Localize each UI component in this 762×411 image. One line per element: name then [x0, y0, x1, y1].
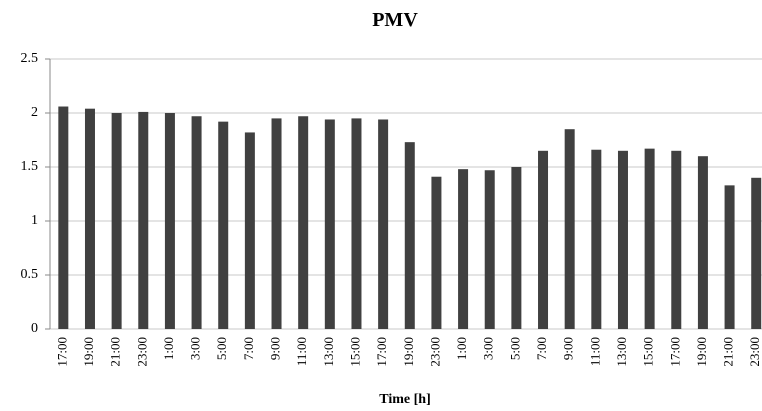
x-tick-label: 17:00: [374, 337, 389, 367]
y-tick-label: 1: [31, 213, 38, 228]
bar: [724, 185, 735, 329]
x-tick-label: 13:00: [321, 337, 336, 367]
y-tick-label: 2: [31, 105, 38, 120]
x-tick-label: 15:00: [347, 337, 362, 367]
y-tick-label: 0.5: [21, 267, 39, 282]
x-tick-label: 17:00: [54, 337, 69, 367]
x-tick-label: 21:00: [108, 337, 123, 367]
bar: [191, 116, 202, 330]
x-tick-label: 5:00: [214, 337, 229, 360]
bar: [351, 118, 362, 330]
bar: [484, 170, 495, 329]
bar: [564, 129, 575, 329]
bar: [404, 142, 415, 329]
bar: [111, 113, 122, 329]
y-tick-label: 0: [31, 321, 38, 336]
bar: [84, 108, 95, 330]
bar: [244, 132, 255, 329]
x-tick-label: 7:00: [241, 337, 256, 360]
bar: [298, 116, 309, 330]
bar: [591, 149, 602, 329]
bar: [511, 167, 522, 329]
x-tick-label: 1:00: [454, 337, 469, 360]
x-tick-label: 7:00: [534, 337, 549, 360]
bar: [164, 113, 175, 329]
x-tick-label: 9:00: [268, 337, 283, 360]
x-tick-label: 15:00: [641, 337, 656, 367]
bar: [271, 118, 282, 330]
x-tick-label: 19:00: [81, 337, 96, 367]
bar: [538, 150, 549, 329]
bar: [218, 121, 229, 329]
x-axis-title: Time [h]: [379, 392, 430, 407]
x-tick-label: 13:00: [614, 337, 629, 367]
bar: [378, 119, 389, 329]
x-tick-label: 19:00: [694, 337, 709, 367]
x-tick-label: 1:00: [161, 337, 176, 360]
bar: [58, 106, 69, 330]
x-tick-label: 11:00: [294, 337, 309, 366]
x-tick-label: 3:00: [188, 337, 203, 360]
bar: [431, 176, 442, 329]
bar: [697, 156, 708, 329]
x-tick-label: 23:00: [134, 337, 149, 367]
x-tick-label: 5:00: [507, 337, 522, 360]
x-tick-label: 9:00: [561, 337, 576, 360]
bar: [671, 150, 682, 329]
bar: [617, 150, 628, 329]
bar: [324, 119, 335, 329]
x-tick-label: 17:00: [667, 337, 682, 367]
x-tick-label: 11:00: [587, 337, 602, 366]
x-tick-label: 19:00: [401, 337, 416, 367]
bar: [751, 177, 762, 329]
y-tick-label: 1.5: [21, 159, 39, 174]
bar: [138, 111, 149, 329]
bar: [644, 148, 655, 329]
chart-title: PMV: [372, 9, 418, 31]
y-tick-label: 2.5: [21, 51, 39, 66]
x-tick-label: 23:00: [747, 337, 762, 367]
x-tick-label: 21:00: [721, 337, 736, 367]
bar: [458, 169, 469, 329]
x-tick-label: 23:00: [427, 337, 442, 367]
x-tick-label: 3:00: [481, 337, 496, 360]
